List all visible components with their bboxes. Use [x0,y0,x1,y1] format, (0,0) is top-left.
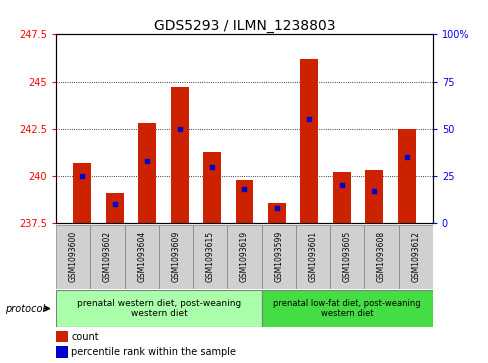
Text: protocol: protocol [5,303,45,314]
FancyBboxPatch shape [364,225,398,289]
FancyBboxPatch shape [124,225,159,289]
Bar [332,172,350,223]
FancyBboxPatch shape [295,225,329,289]
Bar [56,346,68,358]
Bar [73,163,91,223]
Bar [267,203,285,223]
FancyBboxPatch shape [398,225,432,289]
Text: prenatal low-fat diet, post-weaning
western diet: prenatal low-fat diet, post-weaning west… [273,299,420,318]
Bar [235,180,253,223]
Text: GSM1093608: GSM1093608 [376,231,385,282]
Bar [56,331,68,342]
Bar [365,170,383,223]
FancyBboxPatch shape [193,225,227,289]
Text: GSM1093600: GSM1093600 [69,231,78,282]
Bar [138,123,156,223]
Text: count: count [71,331,99,342]
Text: GSM1093601: GSM1093601 [308,231,317,282]
FancyBboxPatch shape [261,290,432,327]
Text: GSM1093599: GSM1093599 [274,231,283,282]
FancyBboxPatch shape [227,225,261,289]
Text: GSM1093602: GSM1093602 [103,231,112,282]
Bar [203,151,221,223]
Bar [300,59,318,223]
Bar [170,87,188,223]
FancyBboxPatch shape [56,290,261,327]
Text: GSM1093609: GSM1093609 [171,231,180,282]
Title: GDS5293 / ILMN_1238803: GDS5293 / ILMN_1238803 [153,20,335,33]
Text: GSM1093612: GSM1093612 [410,231,419,282]
Bar [397,129,415,223]
Text: GSM1093615: GSM1093615 [205,231,214,282]
FancyBboxPatch shape [261,225,295,289]
FancyBboxPatch shape [329,225,364,289]
Text: GSM1093604: GSM1093604 [137,231,146,282]
FancyBboxPatch shape [56,225,90,289]
Text: percentile rank within the sample: percentile rank within the sample [71,347,236,357]
Text: GSM1093605: GSM1093605 [342,231,351,282]
FancyBboxPatch shape [90,225,124,289]
Text: prenatal western diet, post-weaning
western diet: prenatal western diet, post-weaning west… [77,299,241,318]
Bar [105,193,123,223]
FancyBboxPatch shape [159,225,193,289]
Text: GSM1093619: GSM1093619 [240,231,248,282]
